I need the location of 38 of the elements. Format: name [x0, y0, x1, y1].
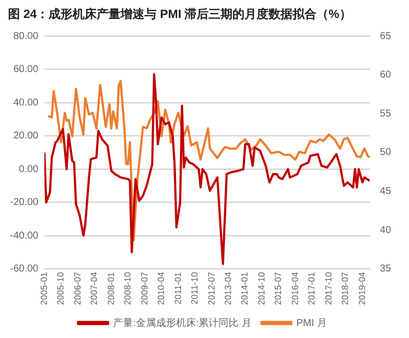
y-tick-label: 0.00: [18, 164, 39, 175]
x-tick-label: 2019-04: [356, 272, 367, 305]
x-tick-label: 2017-01: [306, 272, 317, 305]
x-tick-label: 2012-07: [206, 272, 216, 305]
x-tick-label: 2016-04: [290, 272, 300, 305]
y2-tick-label: 45: [380, 186, 392, 198]
x-tick-label: 2015-07: [273, 272, 284, 305]
y2-tick-label: 40: [380, 224, 392, 236]
x-tick-label: 2011-10: [190, 272, 200, 304]
y-tick-label: -40.00: [10, 230, 39, 242]
x-tick-label: 2018-07: [340, 272, 350, 305]
y-tick-label: 80.00: [13, 30, 39, 42]
y2-tick-label: 65: [380, 30, 392, 42]
x-tick-label: 2009-07: [139, 272, 150, 305]
x-tick-label: 2005-10: [56, 272, 66, 305]
legend-label: 产量:金属成形机床:累计同比 月: [113, 316, 252, 329]
x-tick-label: 2017-10: [323, 272, 334, 305]
x-tick-label: 2007-04: [89, 272, 100, 305]
y-tick-label: 60.00: [13, 64, 39, 76]
y-tick-label: 20.00: [13, 130, 39, 142]
y2-tick-label: 50: [380, 147, 392, 158]
x-tick-label: 2008-01: [106, 272, 116, 305]
x-tick-label: 2011-01: [172, 272, 183, 304]
y2-tick-label: 55: [380, 108, 392, 120]
y-tick-label: -60.00: [10, 264, 39, 275]
y2-tick-label: 35: [380, 264, 392, 275]
x-tick-label: 2014-10: [256, 272, 266, 305]
y-tick-label: 40.00: [13, 97, 39, 108]
chart-title: 图 24：成形机床产量增速与 PMI 滞后三期的月度数据拟合（%）: [7, 6, 352, 21]
y-tick-label: -20.00: [10, 197, 39, 208]
x-tick-label: 2010-04: [156, 272, 166, 305]
x-tick-label: 2006-07: [72, 272, 82, 305]
legend-label: PMI 月: [296, 318, 327, 329]
x-tick-label: 2005-01: [38, 272, 49, 305]
x-tick-label: 2014-01: [240, 272, 250, 305]
x-tick-label: 2008-10: [122, 272, 133, 305]
x-tick-label: 2013-04: [222, 272, 233, 305]
y2-tick-label: 60: [380, 70, 392, 81]
